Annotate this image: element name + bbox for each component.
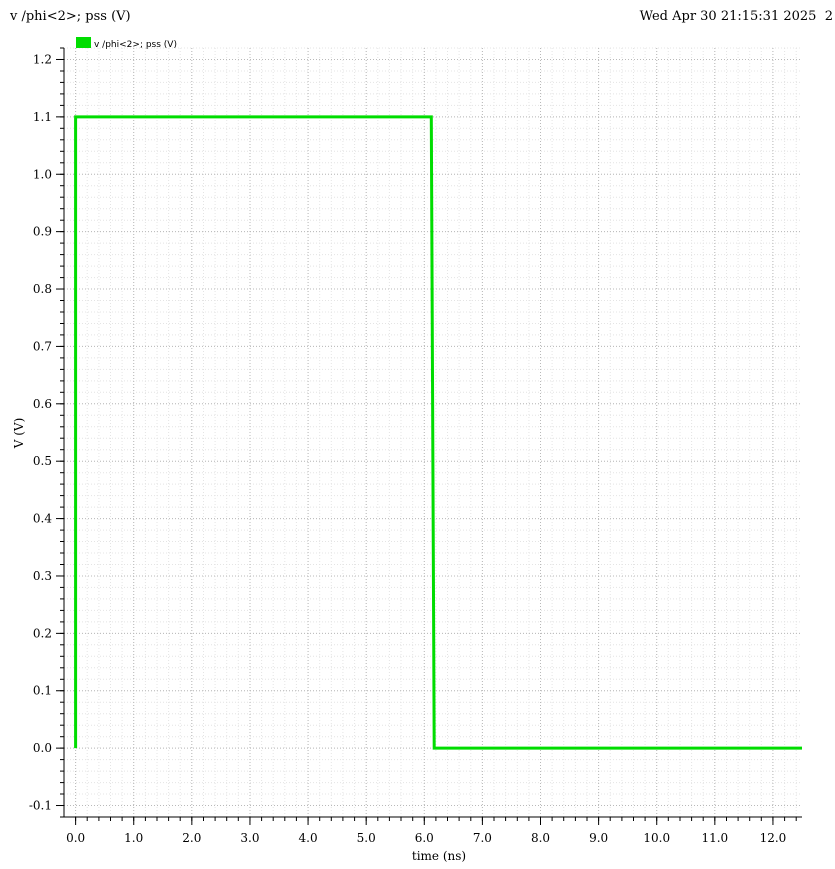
y-tick-label: 0.2 — [33, 626, 52, 640]
y-tick-label: 0.5 — [33, 454, 52, 468]
legend-swatch[interactable] — [76, 37, 91, 48]
series-layer — [74, 115, 802, 750]
x-axis-title: time (ns) — [412, 849, 466, 863]
x-tick-label: 11.0 — [701, 831, 728, 845]
x-tick-label: 10.0 — [643, 831, 670, 845]
x-tick-label: 6.0 — [415, 831, 434, 845]
x-tick-label: 0.0 — [66, 831, 85, 845]
date-text: Wed Apr 30 21:15:31 2025 — [639, 9, 817, 24]
x-tick-label: 7.0 — [473, 831, 492, 845]
plot-title: v /phi<2>; pss (V) — [10, 9, 131, 24]
y-tick-label: 0.4 — [33, 512, 52, 526]
y-tick-label: 0.6 — [33, 397, 52, 411]
x-tick-label: 3.0 — [240, 831, 259, 845]
y-tick-label: 0.8 — [33, 282, 52, 296]
axes: 0.0 1.0 2.0 3.0 4.0 5.0 6.0 7.0 8.0 9.0 10.0 11.0 12… — [29, 47, 802, 845]
y-tick-label: 1.0 — [33, 167, 52, 181]
y-axis-title: V (V) — [12, 418, 26, 450]
x-tick-label: 2.0 — [182, 831, 201, 845]
y-tick-label: 0.9 — [33, 225, 52, 239]
y-tick-label: 0.0 — [33, 741, 52, 755]
legend-label: v /phi<2>; pss (V) — [94, 40, 177, 50]
y-tick-label: 0.3 — [33, 569, 52, 583]
y-tick-label: 1.2 — [33, 52, 52, 66]
y-tick-label: 0.7 — [33, 339, 52, 353]
x-tick-label: 4.0 — [299, 831, 318, 845]
y-tick-label: -0.1 — [29, 799, 52, 813]
legend: v /phi<2>; pss (V) — [76, 37, 177, 50]
x-tick-label: 5.0 — [357, 831, 376, 845]
y-tick-label: 1.1 — [33, 110, 52, 124]
y-tick-label: 0.1 — [33, 684, 52, 698]
x-tick-label: 9.0 — [589, 831, 608, 845]
x-tick-label: 12.0 — [760, 831, 787, 845]
x-tick-label: 8.0 — [531, 831, 550, 845]
plot-date: Wed Apr 30 21:15:31 2025 2 — [640, 9, 833, 24]
x-tick-label: 1.0 — [124, 831, 143, 845]
page-number: 2 — [824, 9, 833, 24]
series-line-phi2[interactable] — [74, 115, 802, 750]
